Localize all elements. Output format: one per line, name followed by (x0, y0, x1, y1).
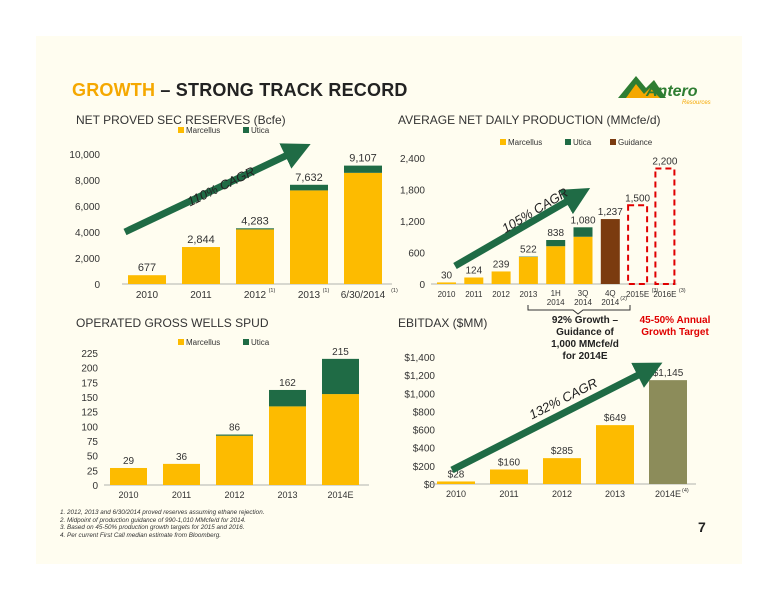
title-rest: – STRONG TRACK RECORD (155, 80, 408, 100)
footnote: 3. Based on 45-50% production growth tar… (60, 524, 245, 532)
production-chart-title: AVERAGE NET DAILY PRODUCTION (MMcfe/d) (398, 113, 661, 127)
page-title: GROWTH – STRONG TRACK RECORD (72, 80, 408, 101)
logo-wordmark: Antero (646, 83, 698, 100)
ebitdax-chart-title: EBITDAX ($MM) (398, 316, 488, 330)
footnote: 1. 2012, 2013 and 6/30/2014 proved reser… (60, 509, 265, 516)
page-number: 7 (698, 519, 706, 535)
footnote: 4. Per current First Call median estimat… (60, 531, 221, 539)
guidance-note: 92% Growth – Guidance of 1,000 MMcfe/d f… (551, 315, 619, 362)
footnote: 2. Midpoint of production guidance of 99… (60, 516, 246, 524)
wells-chart-title: OPERATED GROSS WELLS SPUD (76, 316, 269, 330)
growth-target-note: 45-50% Annual Growth Target (639, 315, 711, 338)
title-accent: GROWTH (72, 80, 156, 100)
reserves-chart-title: NET PROVED SEC RESERVES (Bcfe) (76, 113, 286, 127)
antero-logo-icon (618, 76, 666, 98)
footnotes: 1. 2012, 2013 and 6/30/2014 proved reser… (60, 509, 264, 539)
logo-subtitle: Resources (682, 100, 711, 106)
